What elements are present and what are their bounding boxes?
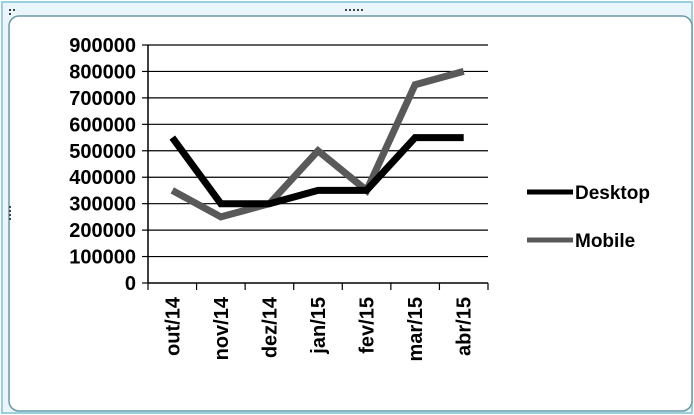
y-tick-label: 300000 xyxy=(69,194,136,216)
y-tick-label: 500000 xyxy=(69,141,136,163)
y-tick-label: 100000 xyxy=(69,247,136,269)
legend: Desktop Mobile xyxy=(527,183,650,252)
y-tick-label: 800000 xyxy=(69,61,136,83)
x-tick-label: abr/15 xyxy=(454,297,476,356)
x-tick-label: out/14 xyxy=(162,296,184,356)
series-line-desktop xyxy=(169,134,464,208)
x-tick-label: dez/14 xyxy=(259,296,281,358)
y-tick-label: 700000 xyxy=(69,88,136,110)
legend-label-desktop: Desktop xyxy=(575,183,650,204)
resize-handle-top[interactable] xyxy=(345,9,363,11)
axes xyxy=(142,44,489,290)
series-lines xyxy=(169,68,465,221)
x-tick-label: nov/14 xyxy=(211,296,233,360)
x-tick-labels: out/14 nov/14 dez/14 jan/15 fev/15 mar/15 abr/… xyxy=(162,296,475,361)
y-tick-label: 600000 xyxy=(69,114,136,136)
x-tick-label: jan/15 xyxy=(308,297,330,355)
chart-area xyxy=(8,15,693,412)
legend-label-mobile: Mobile xyxy=(575,231,635,252)
y-tick-label: 400000 xyxy=(69,167,136,189)
resize-handle-left[interactable] xyxy=(9,206,11,220)
x-tick-label: mar/15 xyxy=(405,297,427,362)
x-tick-label: fev/15 xyxy=(357,297,379,354)
series-line-mobile xyxy=(170,68,465,221)
y-tick-label: 0 xyxy=(125,273,136,295)
gridlines xyxy=(148,44,488,258)
y-tick-labels: 0 100000 200000 300000 400000 500000 600000 700… xyxy=(69,35,136,295)
y-tick-label: 900000 xyxy=(69,35,136,57)
resize-handle-corner[interactable] xyxy=(9,9,15,15)
y-tick-label: 200000 xyxy=(69,220,136,242)
